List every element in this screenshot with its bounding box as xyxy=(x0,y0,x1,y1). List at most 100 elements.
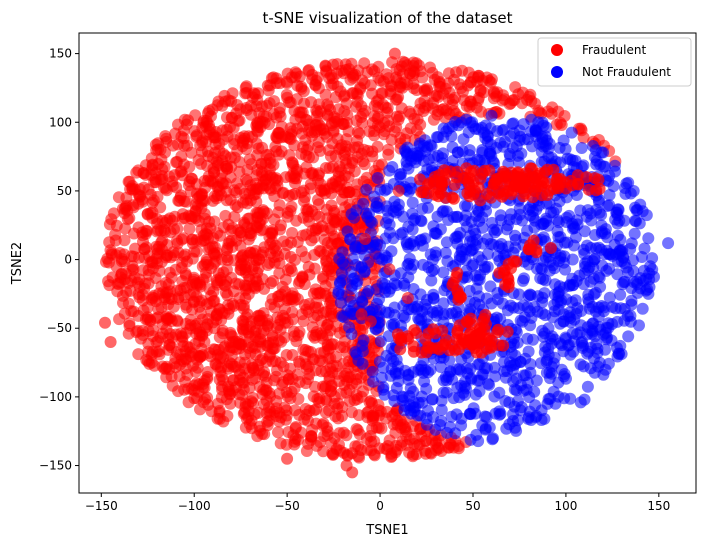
fraudulent-point xyxy=(242,336,255,349)
fraudulent-point xyxy=(130,326,143,339)
not-fraudulent-point xyxy=(588,288,601,301)
fraudulent-point xyxy=(276,187,289,200)
not-fraudulent-point xyxy=(537,217,550,230)
fraudulent-point xyxy=(251,125,264,138)
fraudulent-point xyxy=(209,131,222,144)
fraudulent-point xyxy=(270,402,283,415)
not-fraudulent-point xyxy=(497,140,510,153)
fraudulent-point xyxy=(255,157,268,170)
fraudulent-outlier-point xyxy=(346,466,359,479)
fraudulent-point xyxy=(211,349,224,361)
fraudulent-point xyxy=(213,404,226,417)
fraudulent-point xyxy=(257,204,270,217)
fraudulent-point xyxy=(246,373,259,386)
not-fraudulent-point xyxy=(405,263,418,275)
not-fraudulent-point xyxy=(551,214,564,226)
fraudulent-point xyxy=(217,148,230,160)
not-fraudulent-point xyxy=(432,149,444,162)
fraudulent-point xyxy=(156,243,169,256)
not-fraudulent-point xyxy=(398,279,411,292)
not-fraudulent-point xyxy=(380,216,392,229)
not-fraudulent-point xyxy=(487,432,499,445)
fraudulent-point xyxy=(171,237,184,250)
fraudulent-cluster-point xyxy=(407,340,420,353)
fraudulent-point xyxy=(225,271,238,284)
fraudulent-point xyxy=(182,382,195,395)
fraudulent-point xyxy=(190,178,203,191)
fraudulent-point xyxy=(273,106,286,119)
fraudulent-outlier-point xyxy=(281,452,294,465)
fraudulent-point xyxy=(281,390,294,403)
legend-label-not-fraudulent: Not Fraudulent xyxy=(582,65,671,79)
not-fraudulent-point xyxy=(403,390,416,403)
fraudulent-point xyxy=(295,245,308,258)
not-fraudulent-outlier-point xyxy=(643,281,656,293)
fraudulent-point xyxy=(272,148,285,161)
fraudulent-point xyxy=(170,181,183,194)
fraudulent-point xyxy=(308,262,321,275)
fraudulent-point xyxy=(293,408,306,421)
fraudulent-point xyxy=(380,68,393,81)
fraudulent-outlier-point xyxy=(359,233,372,245)
not-fraudulent-point xyxy=(356,357,369,370)
series-not-fraudulent-points xyxy=(332,109,660,448)
y-axis-label: TSNE2 xyxy=(10,242,25,285)
not-fraudulent-point xyxy=(599,223,612,236)
not-fraudulent-point xyxy=(577,243,590,256)
not-fraudulent-point xyxy=(356,296,369,309)
fraudulent-point xyxy=(342,125,355,138)
fraudulent-point xyxy=(416,71,429,84)
fraudulent-point xyxy=(183,160,196,173)
fraudulent-point xyxy=(260,168,273,181)
fraudulent-point xyxy=(281,77,293,90)
fraudulent-point xyxy=(142,337,155,350)
not-fraudulent-point xyxy=(472,435,485,448)
not-fraudulent-point xyxy=(501,304,514,317)
fraudulent-point xyxy=(300,228,313,241)
not-fraudulent-point xyxy=(519,352,532,365)
not-fraudulent-point xyxy=(422,404,434,417)
not-fraudulent-point xyxy=(374,335,387,348)
fraudulent-point xyxy=(323,144,335,157)
not-fraudulent-point xyxy=(577,159,590,172)
not-fraudulent-point xyxy=(557,308,570,321)
fraudulent-point xyxy=(408,112,421,125)
fraudulent-point xyxy=(372,421,385,434)
not-fraudulent-outlier-point xyxy=(597,146,610,159)
fraudulent-point xyxy=(320,203,333,216)
fraudulent-point xyxy=(158,181,170,194)
fraudulent-point xyxy=(132,164,145,177)
fraudulent-point xyxy=(193,329,206,342)
fraudulent-point xyxy=(332,412,345,425)
fraudulent-point xyxy=(284,204,297,217)
fraudulent-point xyxy=(484,76,497,89)
fraudulent-point xyxy=(209,241,221,254)
fraudulent-point xyxy=(194,403,206,416)
fraudulent-point xyxy=(150,144,163,157)
fraudulent-cluster-point xyxy=(468,164,481,177)
fraudulent-point xyxy=(103,279,116,292)
fraudulent-point xyxy=(234,396,247,409)
x-axis: −150 −100 −50 0 50 100 150 xyxy=(85,493,670,513)
fraudulent-point xyxy=(407,65,420,78)
fraudulent-point xyxy=(399,56,411,69)
y-tick-label: 150 xyxy=(49,47,72,61)
not-fraudulent-point xyxy=(435,403,448,416)
not-fraudulent-point xyxy=(473,385,486,398)
fraudulent-point xyxy=(237,302,250,315)
fraudulent-point xyxy=(290,335,303,348)
not-fraudulent-point xyxy=(374,183,387,196)
fraudulent-cluster-point xyxy=(447,192,460,205)
not-fraudulent-point xyxy=(574,358,587,371)
fraudulent-point xyxy=(257,383,270,396)
fraudulent-cluster-point xyxy=(502,258,515,270)
not-fraudulent-point xyxy=(380,251,393,264)
fraudulent-point xyxy=(156,318,169,331)
not-fraudulent-point xyxy=(406,223,419,236)
not-fraudulent-point xyxy=(479,410,491,423)
not-fraudulent-point xyxy=(642,232,655,245)
x-tick-label: 0 xyxy=(376,499,384,513)
not-fraudulent-point xyxy=(590,154,603,167)
fraudulent-cluster-point xyxy=(492,339,505,352)
fraudulent-point xyxy=(194,235,207,248)
